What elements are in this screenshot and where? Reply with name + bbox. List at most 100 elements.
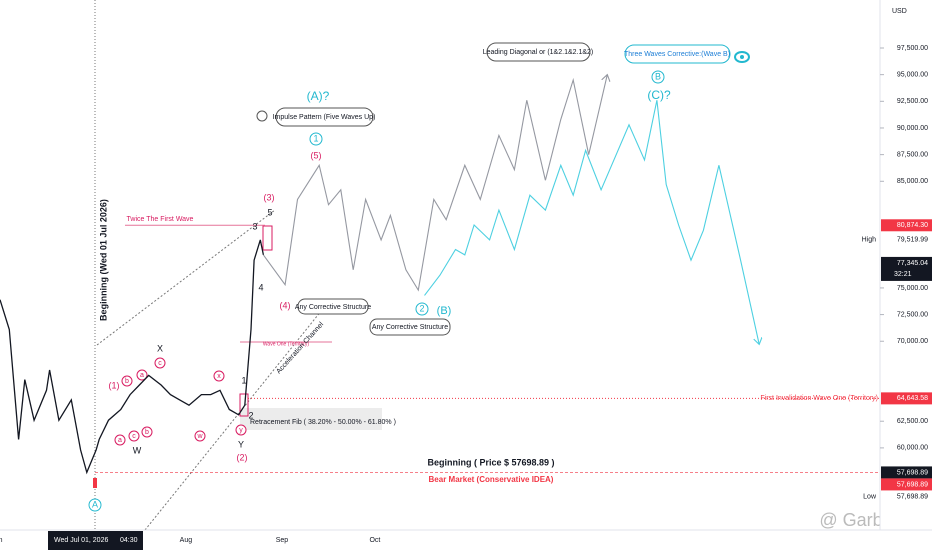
annotation: 1	[313, 133, 318, 143]
bulb-icon	[256, 110, 268, 122]
fib-box	[240, 408, 382, 430]
x-tick-label: Aug	[180, 537, 193, 544]
wave-circle	[235, 424, 247, 436]
annotation: B	[655, 71, 661, 81]
crosshair-label-bg	[48, 531, 143, 550]
annotation: a	[118, 437, 122, 444]
annotation: W	[133, 445, 142, 455]
annotation: Any Corrective Structure	[295, 304, 371, 311]
wave-box	[239, 393, 249, 417]
note-box	[297, 298, 369, 315]
channel-line	[96, 209, 276, 346]
annotation: Y	[238, 439, 244, 449]
price-line	[262, 75, 607, 292]
y-tick-label: 85,000.00	[897, 178, 928, 185]
crosshair-date: Wed Jul 01, 2026	[54, 537, 108, 544]
note-box	[486, 42, 591, 62]
annotation: c	[158, 360, 162, 367]
annotation: x	[217, 373, 221, 380]
channel-line	[144, 299, 331, 531]
wave-box	[262, 225, 273, 251]
wave-circle	[141, 426, 153, 438]
annotation: y	[239, 427, 243, 434]
price-tag: Low	[863, 493, 877, 500]
wave-circle	[213, 370, 225, 382]
eye-icon[interactable]	[740, 55, 744, 59]
wave-circle	[136, 369, 148, 381]
annotation: Bear Market (Conservative IDEA)	[429, 475, 554, 484]
y-tick-label: 87,500.00	[897, 151, 928, 158]
price-label-bg	[881, 466, 932, 479]
price-line	[0, 239, 265, 475]
annotation: Beginning (Wed 01 Jul 2026)	[98, 199, 108, 321]
annotation: (3)	[264, 192, 275, 202]
annotation: Wave One (Territory)	[263, 341, 310, 347]
wave-circle	[415, 302, 429, 316]
annotation: Beginning ( Price $ 57698.89 )	[427, 457, 554, 467]
annotation: (C)?	[647, 88, 671, 102]
currency: USD	[892, 8, 907, 15]
annotation: X	[157, 343, 163, 353]
price-label: 79,519.99	[897, 237, 928, 244]
price-label: 57,698.89	[897, 469, 928, 476]
price-tag: High	[862, 237, 877, 244]
annotation: First Invalidation Wave One (Territory)	[760, 395, 878, 402]
annotation: Retracement Fib ( 38.20% - 50.00% - 61.8…	[250, 419, 396, 426]
price-line	[424, 100, 760, 344]
price-label-bg	[881, 392, 932, 405]
x-tick-label: Sep	[276, 537, 289, 544]
annotation: Acceleration Channel	[275, 321, 325, 375]
wave-circle	[194, 430, 206, 442]
annotation: 2	[419, 303, 424, 313]
crosshair-time: 04:30	[120, 537, 138, 544]
wave-circle	[651, 70, 665, 84]
annotation: Impulse Pattern (Five Waves Up)	[273, 114, 376, 121]
annotation: b	[145, 429, 149, 436]
price-label-bg	[881, 478, 932, 491]
note-box	[275, 107, 374, 127]
y-tick-label: 72,500.00	[897, 311, 928, 318]
annotation: Twice The First Wave	[127, 216, 194, 223]
price-label-bg	[881, 219, 932, 232]
price-label: 77,345.04	[897, 260, 928, 267]
annotation: Any Corrective Structure	[372, 324, 448, 331]
annotation: 1	[241, 375, 246, 385]
price-label-bg	[881, 256, 932, 281]
price-label: 80,874.30	[897, 222, 928, 229]
annotation: 5	[267, 207, 272, 217]
annotation: 3	[252, 221, 257, 231]
annotations: (A)? Impulse Pattern (Five Waves Up) 1 (…	[92, 49, 901, 530]
wave-circle	[114, 434, 126, 446]
y-tick-label: 62,500.00	[897, 418, 928, 425]
annotation: w	[196, 433, 203, 440]
price-label: 64,643.58	[897, 395, 928, 402]
y-tick-label: 92,500.00	[897, 98, 928, 105]
bear-marker	[93, 478, 97, 488]
wave-circle	[309, 132, 323, 146]
price-label: 57,698.89	[897, 481, 928, 488]
y-tick-label: 70,000.00	[897, 338, 928, 345]
annotation: A	[92, 499, 98, 509]
annotation: (2)	[237, 452, 248, 462]
wave-circle	[121, 375, 133, 387]
annotation: Leading Diagonal or (1&2.1&2.1&2)	[483, 49, 594, 56]
wave-circle	[128, 430, 140, 442]
note-box	[624, 44, 731, 64]
annotation: (A)?	[307, 89, 330, 103]
annotation: (B)	[437, 305, 452, 317]
y-tick-label: 60,000.00	[897, 445, 928, 452]
wave-circle	[88, 498, 102, 512]
eye-icon[interactable]	[734, 51, 750, 63]
annotation: 4	[258, 282, 263, 292]
x-tick-label: Oct	[369, 537, 380, 544]
y-tick-label: 95,000.00	[897, 71, 928, 78]
annotation: 2	[248, 410, 253, 420]
annotation: (4)	[280, 300, 291, 310]
wave-circle	[154, 357, 166, 369]
annotation: a	[140, 372, 144, 379]
annotation: c	[132, 433, 136, 440]
x-tick-label: Jun	[0, 537, 3, 544]
y-tick-label: 75,000.00	[897, 285, 928, 292]
plot-area	[0, 0, 880, 531]
